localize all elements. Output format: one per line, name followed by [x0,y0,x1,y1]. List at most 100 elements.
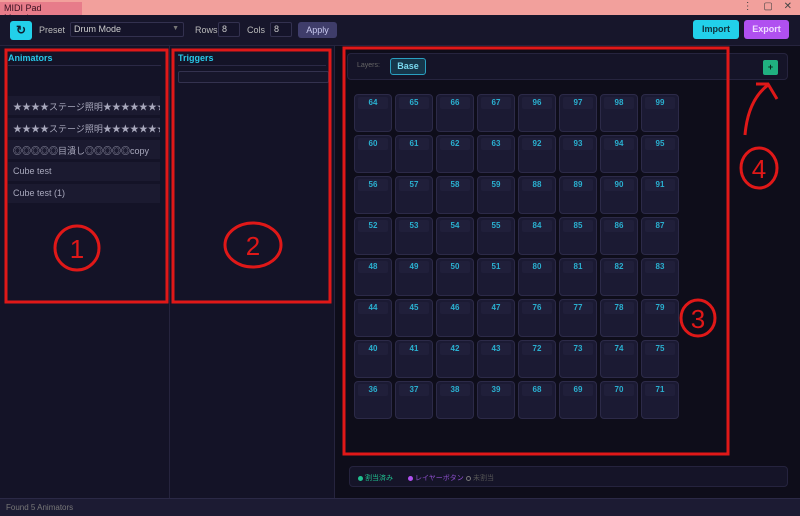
pad-57[interactable]: 57 [395,176,433,214]
pad-63[interactable]: 63 [477,135,515,173]
pad-70[interactable]: 70 [600,381,638,419]
pad-53[interactable]: 53 [395,217,433,255]
pad-43[interactable]: 43 [477,340,515,378]
pad-74[interactable]: 74 [600,340,638,378]
pad-45[interactable]: 45 [395,299,433,337]
pad-note-label: 95 [645,138,675,150]
pad-75[interactable]: 75 [641,340,679,378]
pad-61[interactable]: 61 [395,135,433,173]
pad-56[interactable]: 56 [354,176,392,214]
pad-82[interactable]: 82 [600,258,638,296]
pad-37[interactable]: 37 [395,381,433,419]
pad-65[interactable]: 65 [395,94,433,132]
animator-item[interactable]: Cube test [8,162,160,181]
legend-unassigned-label: 未割当 [473,475,494,482]
pad-36[interactable]: 36 [354,381,392,419]
pad-99[interactable]: 99 [641,94,679,132]
toolbar: ↻ Preset Drum Mode ▼ Rows 8 Cols 8 Apply … [0,15,800,46]
pad-59[interactable]: 59 [477,176,515,214]
pad-77[interactable]: 77 [559,299,597,337]
pad-52[interactable]: 52 [354,217,392,255]
pad-note-label: 88 [522,179,552,191]
pad-note-label: 93 [563,138,593,150]
pad-95[interactable]: 95 [641,135,679,173]
pad-40[interactable]: 40 [354,340,392,378]
pad-86[interactable]: 86 [600,217,638,255]
pad-96[interactable]: 96 [518,94,556,132]
animator-item[interactable]: ◎◎◎◎◎目潰し◎◎◎◎◎copy [8,140,160,159]
pad-93[interactable]: 93 [559,135,597,173]
window-tab[interactable]: MIDI Pad Mapping [0,2,82,23]
annotation-circle-4 [739,146,779,190]
pad-68[interactable]: 68 [518,381,556,419]
pad-62[interactable]: 62 [436,135,474,173]
pad-79[interactable]: 79 [641,299,679,337]
add-layer-button[interactable]: + [763,60,778,75]
layer-tab-base[interactable]: Base [390,58,426,75]
rows-input[interactable]: 8 [218,22,240,37]
export-button[interactable]: Export [744,20,789,39]
animator-item[interactable]: Cube test (1) [8,184,160,203]
pad-note-label: 76 [522,302,552,314]
pad-51[interactable]: 51 [477,258,515,296]
pad-note-label: 68 [522,384,552,396]
apply-button[interactable]: Apply [298,22,337,38]
pad-note-label: 64 [358,97,388,109]
legend-unassigned: 未割当 [466,473,494,483]
pad-73[interactable]: 73 [559,340,597,378]
pad-69[interactable]: 69 [559,381,597,419]
pad-54[interactable]: 54 [436,217,474,255]
window-controls[interactable]: ⋮ ▢ ✕ [742,1,796,12]
pad-note-label: 78 [604,302,634,314]
pad-90[interactable]: 90 [600,176,638,214]
legend-assigned: 割当済み [358,473,393,483]
pad-88[interactable]: 88 [518,176,556,214]
pad-94[interactable]: 94 [600,135,638,173]
pad-39[interactable]: 39 [477,381,515,419]
pad-note-label: 50 [440,261,470,273]
pad-49[interactable]: 49 [395,258,433,296]
pad-91[interactable]: 91 [641,176,679,214]
pad-note-label: 90 [604,179,634,191]
layer-dot-icon [408,475,413,481]
pad-89[interactable]: 89 [559,176,597,214]
pad-50[interactable]: 50 [436,258,474,296]
pad-78[interactable]: 78 [600,299,638,337]
pad-47[interactable]: 47 [477,299,515,337]
preset-select[interactable]: Drum Mode ▼ [70,22,184,37]
pad-72[interactable]: 72 [518,340,556,378]
pad-85[interactable]: 85 [559,217,597,255]
animator-item[interactable]: ★★★★ステージ照明★★★★★★★copy [8,118,160,137]
layers-label: Layers: [357,62,380,69]
pad-87[interactable]: 87 [641,217,679,255]
pad-97[interactable]: 97 [559,94,597,132]
pad-92[interactable]: 92 [518,135,556,173]
pad-98[interactable]: 98 [600,94,638,132]
pad-60[interactable]: 60 [354,135,392,173]
import-button[interactable]: Import [693,20,739,39]
triggers-panel: Triggers [170,46,335,498]
trigger-search-input[interactable] [178,71,329,83]
pad-48[interactable]: 48 [354,258,392,296]
pad-58[interactable]: 58 [436,176,474,214]
pad-71[interactable]: 71 [641,381,679,419]
animator-item[interactable]: ★★★★ステージ照明★★★★★★★copy [8,96,160,115]
refresh-button[interactable]: ↻ [10,21,32,40]
cols-label: Cols [247,25,266,35]
pad-note-label: 67 [481,97,511,109]
cols-input[interactable]: 8 [270,22,292,37]
pad-83[interactable]: 83 [641,258,679,296]
pad-46[interactable]: 46 [436,299,474,337]
pad-84[interactable]: 84 [518,217,556,255]
pad-80[interactable]: 80 [518,258,556,296]
pad-44[interactable]: 44 [354,299,392,337]
pad-81[interactable]: 81 [559,258,597,296]
pad-76[interactable]: 76 [518,299,556,337]
pad-64[interactable]: 64 [354,94,392,132]
pad-55[interactable]: 55 [477,217,515,255]
pad-67[interactable]: 67 [477,94,515,132]
pad-41[interactable]: 41 [395,340,433,378]
pad-66[interactable]: 66 [436,94,474,132]
pad-42[interactable]: 42 [436,340,474,378]
pad-38[interactable]: 38 [436,381,474,419]
